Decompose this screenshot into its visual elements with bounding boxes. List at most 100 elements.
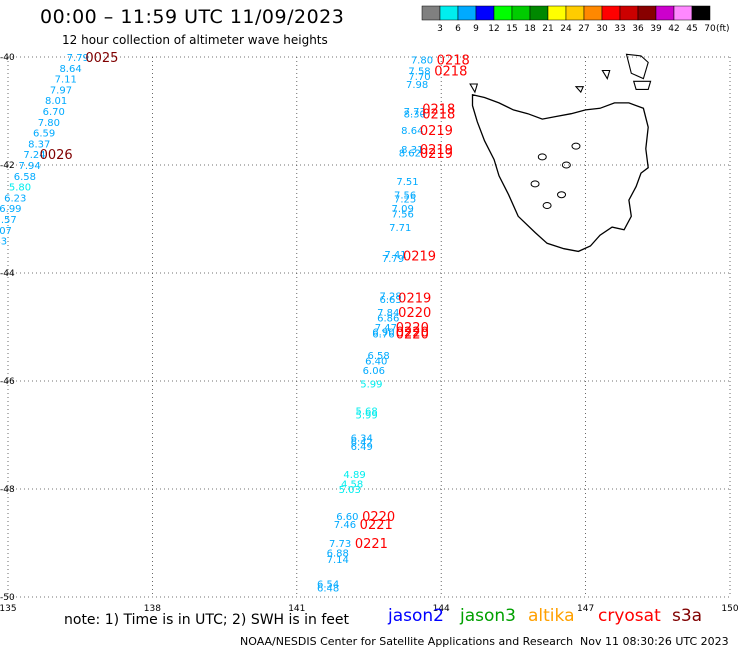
pass-time-label: 0219: [420, 147, 453, 162]
wave-height-label: 7.11: [55, 75, 77, 86]
wave-height-label: 5.03: [339, 485, 361, 496]
wave-height-label: 7.84: [377, 308, 399, 319]
island-outline: [574, 86, 585, 94]
wave-height-label: 7.43: [0, 237, 7, 248]
wave-height-label: 7.25: [394, 194, 416, 205]
credit-text: NOAA/NESDIS Center for Satellite Applica…: [240, 635, 574, 648]
lon-tick-label: 138: [144, 604, 161, 614]
legend-label: 42: [668, 24, 679, 34]
wave-height-label: 7.47: [375, 323, 397, 334]
island-outline: [625, 53, 649, 80]
wave-height-label: 6.54: [317, 580, 339, 591]
legend-label: 33: [614, 24, 625, 34]
wave-height-label: 7.73: [404, 107, 426, 118]
wave-height-label: 6.88: [327, 549, 349, 560]
lon-tick-label: 144: [433, 604, 450, 614]
wave-height-label: 6.58: [14, 172, 36, 183]
legend-label: 24: [560, 24, 572, 34]
wave-height-label: 7.79: [382, 254, 404, 265]
pass-time-label: 0218: [434, 65, 467, 80]
wave-height-label: 7.56: [394, 191, 416, 202]
pass-time-label: 0219: [420, 124, 453, 139]
wave-height-label: 8.30: [404, 110, 426, 121]
lake-outline: [557, 191, 567, 199]
lat-tick-label: -44: [0, 269, 15, 279]
wave-height-label: 7.80: [411, 56, 433, 67]
legend-label: 12: [488, 24, 499, 34]
wave-height-label: 6.99: [0, 204, 22, 215]
wave-height-label: 7.57: [0, 215, 17, 226]
wave-height-label: 5.80: [9, 183, 31, 194]
pass-time-label: 0220: [396, 327, 429, 342]
wave-height-label: 7.09: [392, 204, 414, 215]
wave-height-label: 6.42: [351, 437, 373, 448]
wave-height-label: 6.49: [351, 442, 373, 453]
satellite-s3a: s3a: [672, 606, 703, 626]
legend-label: 45: [686, 24, 697, 34]
lon-tick-label: 135: [0, 604, 17, 614]
lat-tick-label: -42: [0, 161, 15, 171]
pass-time-label: 0026: [40, 148, 73, 163]
page-title: 00:00 – 11:59 UTC 11/09/2023: [40, 6, 345, 28]
wave-height-label: 6.23: [4, 193, 26, 204]
wave-height-map: 135 138 141 144 147 150 -40 -42 -44 -46 -48 -50 7.79…: [0, 51, 739, 614]
lon-tick-label: 141: [288, 604, 305, 614]
satellite-altika: altika: [528, 606, 575, 626]
wave-height-label: 7.07: [0, 226, 12, 237]
wave-height-label: 7.98: [406, 80, 428, 91]
legend-label: 27: [578, 24, 589, 34]
legend-unit: (ft): [716, 24, 730, 34]
pass-time-label: 0220: [396, 325, 429, 340]
wave-height-label: 6.60: [336, 512, 358, 523]
wave-height-label: 7.58: [408, 67, 430, 78]
pass-time-label: 0220: [398, 306, 431, 321]
wave-height-label: 6.70: [43, 107, 65, 118]
wave-height-label: 8.64: [401, 126, 423, 137]
wave-height-label: 7.97: [50, 85, 72, 96]
wave-height-label: 6.59: [33, 129, 55, 140]
legend-label: 39: [650, 24, 662, 34]
pass-time-label: 0218: [437, 54, 470, 69]
wave-height-label: 7.51: [396, 177, 418, 188]
pass-time-label: 0218: [422, 108, 455, 123]
wave-height-label: 6.34: [351, 434, 373, 445]
legend-label: 70: [704, 24, 716, 34]
wave-height-label: 6.58: [367, 351, 389, 362]
wave-height-label: 8.64: [59, 64, 81, 75]
wave-height-label: 8.37: [28, 139, 50, 150]
wave-height-label: 5.99: [355, 410, 377, 421]
wave-height-label: 6.86: [377, 313, 399, 324]
pass-time-label: 0218: [422, 102, 455, 117]
pass-time-label: 0219: [420, 143, 453, 158]
wave-height-label: 7.14: [327, 555, 349, 566]
lake-outline: [530, 180, 540, 188]
lon-tick-label: 147: [577, 604, 594, 614]
wave-height-label: 8.62: [399, 149, 421, 160]
wave-height-label: 7.46: [334, 520, 356, 531]
island-outline: [469, 83, 479, 94]
wave-height-label: 4.58: [341, 480, 363, 491]
wave-height-label: 7.71: [389, 223, 411, 234]
pass-time-label: 0220: [362, 510, 395, 525]
pass-time-label: 0219: [398, 291, 431, 306]
tasmania-coastline: [471, 93, 649, 253]
wave-height-label: 7.94: [19, 161, 41, 172]
wave-height-label: 7.70: [408, 72, 430, 83]
wave-height-label: 6.06: [363, 366, 385, 377]
lon-tick-label: 150: [721, 604, 738, 614]
lake-outline: [571, 142, 581, 150]
color-legend: 3 6 9 12 15 18 21 24 27 30 33 36 39 42 45 70 (ft): [421, 5, 730, 34]
page-subtitle: 12 hour collection of altimeter wave hei…: [62, 33, 328, 47]
lake-outline: [537, 153, 547, 161]
lat-tick-label: -40: [0, 53, 15, 63]
wave-height-label: 7.56: [392, 210, 414, 221]
satellite-cryosat: cryosat: [598, 606, 661, 626]
wave-height-label: 7.73: [329, 539, 351, 550]
legend-label: 15: [506, 24, 517, 34]
wave-height-label: 6.90: [372, 327, 394, 338]
wave-height-label: 7.79: [67, 53, 89, 64]
pass-time-label: 0221: [360, 518, 393, 533]
lake-outline: [561, 161, 571, 169]
wave-height-label: 5.99: [360, 380, 382, 391]
